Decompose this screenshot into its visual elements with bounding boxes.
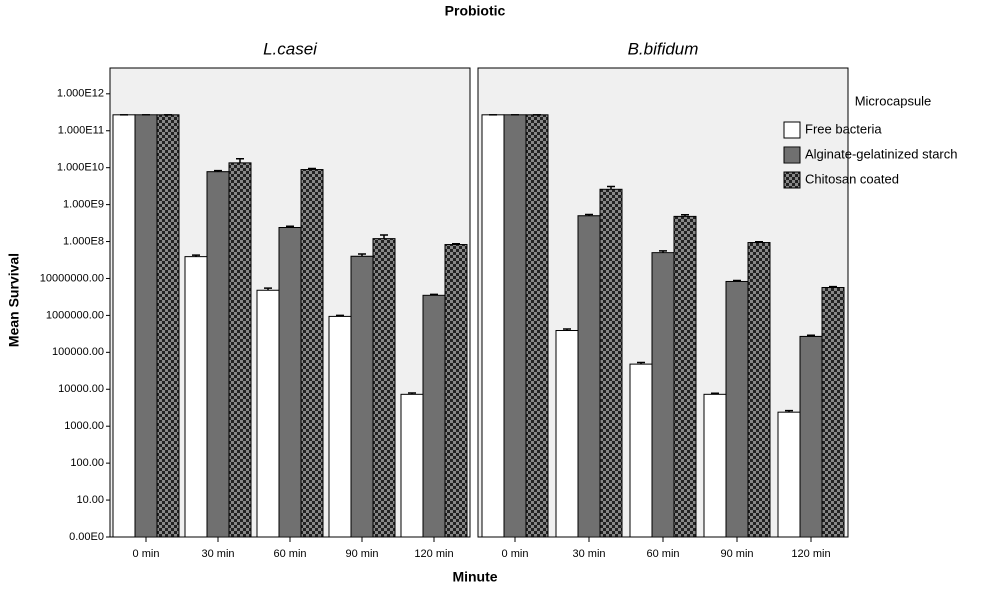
bar bbox=[134, 114, 158, 538]
error-bar bbox=[681, 214, 689, 217]
x-tick-label: 60 min bbox=[646, 548, 679, 560]
error-bar bbox=[358, 253, 366, 257]
error-bar bbox=[711, 392, 719, 395]
bar bbox=[747, 242, 771, 538]
error-bar bbox=[430, 293, 438, 296]
x-tick-label: 90 min bbox=[720, 548, 753, 560]
y-tick-label: 1.000E8 bbox=[63, 235, 104, 247]
x-tick-label: 30 min bbox=[201, 548, 234, 560]
bar bbox=[651, 252, 675, 538]
error-bar bbox=[755, 240, 763, 243]
error-bar bbox=[236, 157, 244, 163]
bar bbox=[525, 114, 549, 538]
y-tick-label: 1000.00 bbox=[64, 420, 104, 432]
bar bbox=[422, 294, 446, 538]
error-bar bbox=[733, 279, 741, 282]
bar bbox=[481, 114, 505, 538]
bar bbox=[725, 280, 749, 538]
y-tick-label: 1000000.00 bbox=[46, 309, 104, 321]
error-bar bbox=[563, 328, 571, 331]
error-bar bbox=[807, 334, 815, 337]
error-bar bbox=[452, 243, 460, 245]
bar bbox=[821, 286, 845, 538]
bar bbox=[703, 393, 727, 538]
legend-swatch bbox=[783, 146, 801, 164]
error-bar bbox=[286, 225, 294, 228]
error-bar bbox=[607, 185, 615, 190]
x-tick-label: 0 min bbox=[133, 548, 160, 560]
bar bbox=[372, 238, 396, 538]
x-tick-label: 120 min bbox=[791, 548, 830, 560]
error-bar bbox=[264, 287, 272, 291]
bar bbox=[112, 114, 136, 538]
legend-label: Alginate-gelatinized starch bbox=[805, 146, 957, 161]
y-tick-label: 100000.00 bbox=[52, 346, 104, 358]
bar bbox=[328, 315, 352, 538]
bar bbox=[300, 169, 324, 538]
error-bar bbox=[585, 213, 593, 216]
panel-title: B.bifidum bbox=[628, 39, 699, 58]
bar bbox=[444, 244, 468, 538]
legend-swatch bbox=[783, 121, 801, 139]
bar bbox=[206, 171, 230, 538]
error-bar bbox=[785, 409, 793, 413]
y-tick-label: 10000000.00 bbox=[40, 272, 104, 284]
error-bar bbox=[637, 361, 645, 365]
error-bar bbox=[659, 250, 667, 253]
x-tick-label: 0 min bbox=[502, 548, 529, 560]
legend-swatch bbox=[783, 171, 801, 189]
bar bbox=[400, 393, 424, 538]
x-tick-label: 90 min bbox=[345, 548, 378, 560]
bar bbox=[799, 335, 823, 538]
bar bbox=[503, 114, 527, 538]
y-tick-label: 1.000E11 bbox=[58, 125, 104, 137]
error-bar bbox=[829, 285, 837, 288]
bar bbox=[673, 215, 697, 538]
bar bbox=[350, 255, 374, 538]
bar bbox=[629, 363, 653, 538]
legend-label: Chitosan coated bbox=[805, 171, 899, 186]
x-tick-label: 60 min bbox=[273, 548, 306, 560]
y-tick-label: 1.000E12 bbox=[57, 88, 104, 100]
y-tick-label: 10000.00 bbox=[58, 383, 104, 395]
bar bbox=[184, 256, 208, 538]
error-bar bbox=[336, 314, 344, 317]
y-tick-label: 10.00 bbox=[76, 494, 104, 506]
chart-title: Probiotic bbox=[445, 3, 506, 19]
legend-title: Microcapsule bbox=[855, 93, 932, 108]
bar bbox=[777, 411, 801, 538]
legend-label: Free bacteria bbox=[805, 121, 882, 136]
error-bar bbox=[308, 167, 316, 170]
x-tick-label: 120 min bbox=[414, 548, 453, 560]
bar bbox=[228, 162, 252, 538]
bar bbox=[278, 227, 302, 538]
y-tick-label: 1.000E9 bbox=[63, 199, 104, 211]
error-bar bbox=[214, 169, 222, 172]
bar bbox=[156, 114, 180, 538]
y-tick-label: 100.00 bbox=[70, 457, 104, 469]
x-axis-label: Minute bbox=[452, 569, 497, 585]
panel-title: L.casei bbox=[263, 39, 318, 58]
y-axis-label: Mean Survival bbox=[6, 253, 22, 347]
x-tick-label: 30 min bbox=[572, 548, 605, 560]
y-tick-label: 0.00E0 bbox=[69, 531, 104, 543]
bar bbox=[599, 188, 623, 538]
error-bar bbox=[408, 392, 416, 395]
y-tick-label: 1.000E10 bbox=[57, 162, 104, 174]
bar bbox=[555, 330, 579, 538]
error-bar bbox=[380, 234, 388, 239]
error-bar bbox=[192, 254, 200, 257]
bar bbox=[577, 215, 601, 538]
bar bbox=[256, 289, 280, 538]
